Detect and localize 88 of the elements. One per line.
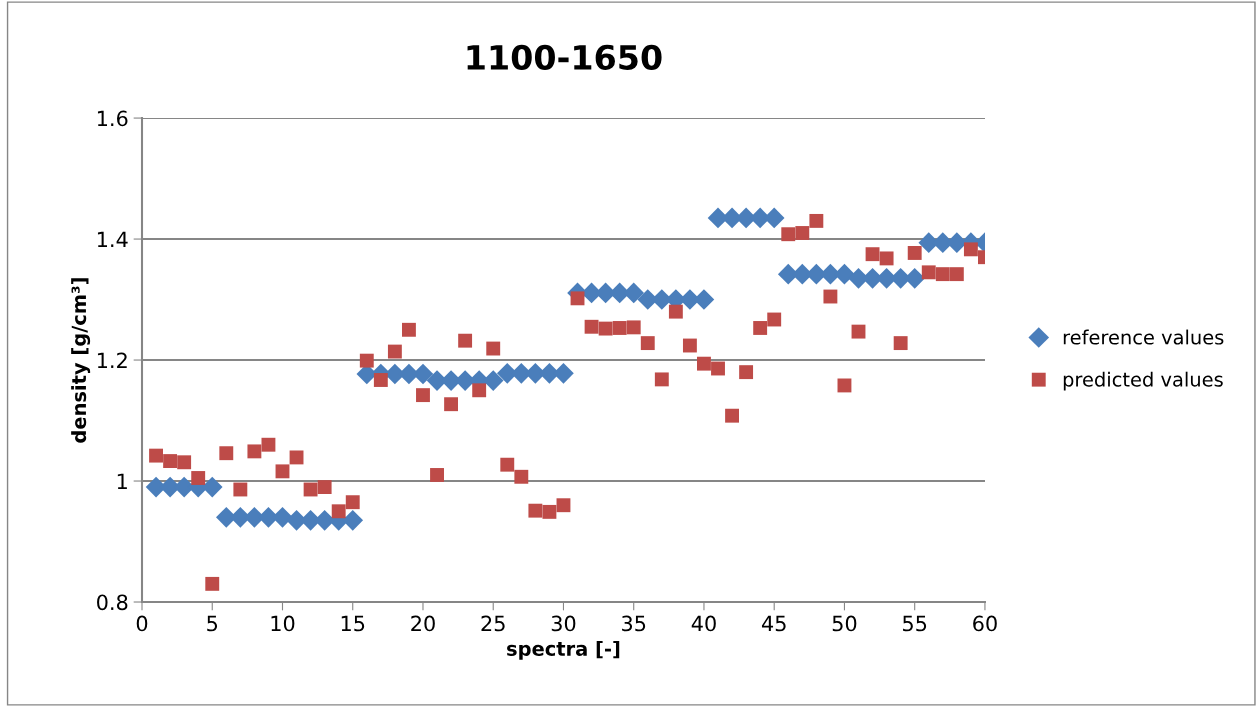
point — [486, 341, 501, 356]
point — [500, 457, 515, 472]
point — [697, 356, 711, 371]
x-tick-label: 45 — [761, 615, 786, 632]
point — [626, 320, 641, 335]
y-axis-title: density [g/cm³] — [71, 278, 91, 443]
point — [359, 353, 374, 368]
x-tick-label: 10 — [271, 615, 295, 632]
point — [879, 251, 894, 266]
y-tick-label: 0.8 — [97, 594, 128, 611]
point — [342, 510, 364, 531]
point — [472, 383, 487, 398]
point — [767, 312, 782, 327]
point — [261, 437, 276, 452]
point — [416, 388, 430, 403]
point — [387, 344, 402, 359]
point — [753, 321, 768, 335]
x-tick-label: 60 — [973, 615, 997, 632]
x-tick-label: 25 — [481, 615, 505, 632]
point — [949, 267, 964, 282]
x-tick-label: 50 — [832, 615, 857, 632]
y-tick-label: 1 — [117, 473, 127, 489]
point — [907, 246, 922, 260]
point — [458, 333, 473, 348]
point — [921, 265, 936, 280]
x-axis-title: spectra [-] — [507, 640, 620, 660]
point — [553, 363, 574, 384]
point — [528, 503, 543, 518]
point — [275, 464, 290, 479]
point — [430, 468, 444, 482]
y-tick-label: 1.4 — [97, 231, 128, 247]
point — [177, 455, 192, 470]
legend-label: predicted values — [1063, 371, 1223, 391]
point — [739, 365, 754, 380]
x-tick-label: 20 — [411, 615, 435, 632]
x-tick-label: 40 — [691, 615, 716, 632]
legend-label: reference values — [1063, 329, 1224, 345]
point — [890, 268, 911, 289]
y-tick-label: 1.6 — [97, 110, 128, 127]
point — [272, 507, 293, 528]
chart-title: 1100-1650 — [467, 44, 662, 70]
x-tick-label: 30 — [551, 615, 576, 632]
point — [851, 324, 866, 339]
point — [612, 321, 627, 335]
point — [303, 482, 318, 497]
x-tick-label: 15 — [341, 615, 365, 632]
point — [219, 446, 234, 461]
point — [444, 397, 459, 412]
point — [598, 321, 613, 336]
point — [149, 448, 163, 463]
point — [795, 226, 810, 240]
point — [191, 471, 206, 485]
point — [963, 242, 978, 257]
point — [345, 495, 360, 510]
y-tick-label: 1.2 — [97, 352, 127, 368]
point — [725, 408, 739, 423]
point — [904, 268, 926, 289]
point — [247, 444, 262, 459]
x-tick-label: 5 — [207, 615, 218, 632]
point — [623, 282, 645, 304]
point — [205, 576, 220, 591]
point — [584, 319, 599, 334]
point — [781, 227, 796, 242]
point — [865, 247, 880, 262]
point — [809, 213, 824, 228]
point — [823, 289, 838, 304]
point — [331, 504, 346, 519]
x-tick-label: 55 — [903, 615, 927, 632]
point — [711, 361, 725, 376]
point — [893, 336, 908, 351]
point — [682, 338, 697, 353]
point — [401, 322, 416, 337]
point — [314, 510, 335, 531]
point — [233, 482, 248, 497]
point — [289, 450, 304, 465]
point — [163, 454, 178, 469]
point — [640, 336, 655, 351]
point — [935, 267, 950, 282]
point — [570, 291, 585, 306]
point — [556, 498, 571, 513]
x-tick-label: 35 — [622, 615, 646, 632]
point — [654, 372, 669, 387]
point — [542, 504, 557, 519]
x-tick-label: 0 — [136, 615, 148, 632]
point — [514, 469, 529, 484]
point — [317, 480, 332, 495]
point — [373, 373, 388, 387]
point — [668, 304, 683, 319]
